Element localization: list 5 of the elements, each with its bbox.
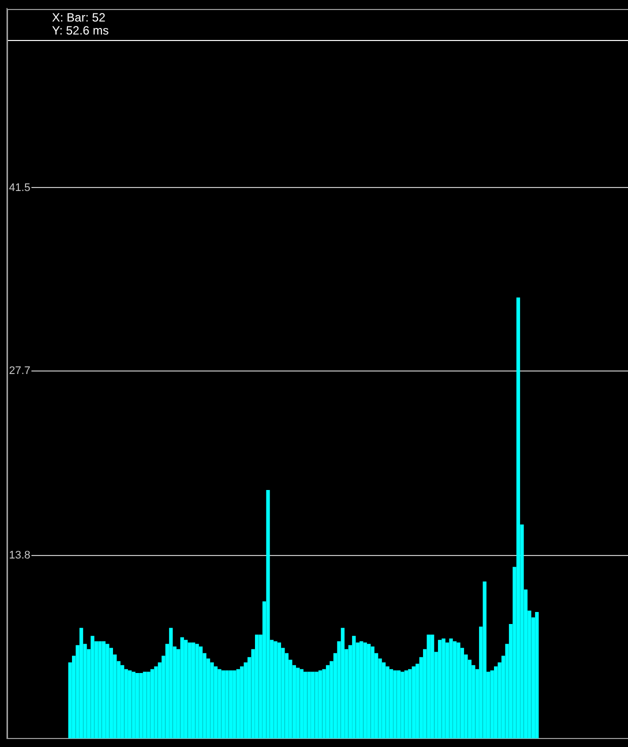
annotation: Y: 52.6 ms: [52, 23, 109, 38]
annotation: X: Bar: 52: [52, 10, 106, 24]
y-tick-label: 27.7: [9, 364, 30, 377]
y-tick-label: 13.8: [9, 549, 30, 562]
y-tick-label: 41.5: [9, 182, 30, 194]
